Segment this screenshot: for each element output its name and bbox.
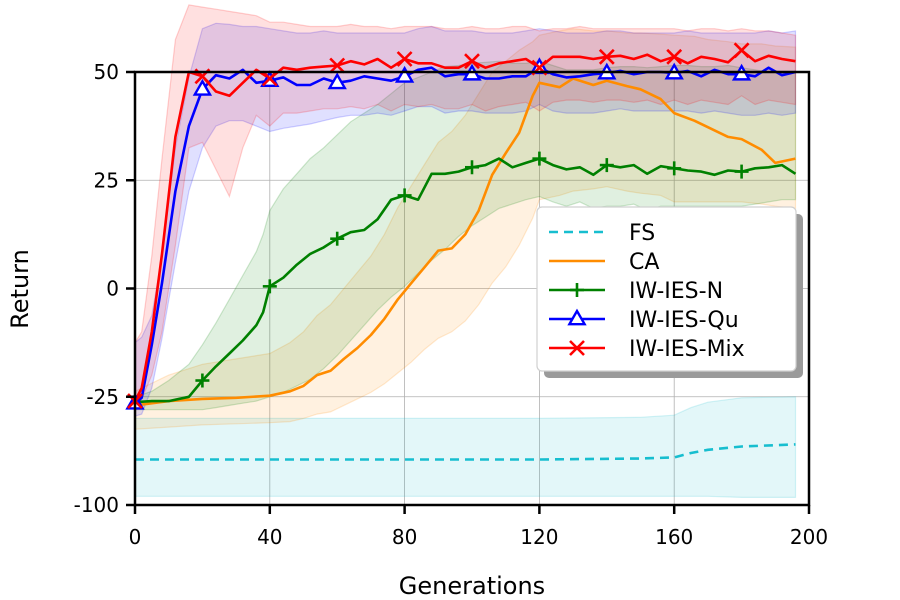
legend-entry-iw-ies-n: IW-IES-N <box>549 279 723 304</box>
legend-label: CA <box>629 250 659 275</box>
marker-iw-ies-n <box>330 231 345 246</box>
band-iw-ies-n <box>134 60 797 411</box>
x-tick-label: 200 <box>790 525 828 549</box>
marker-stroke <box>598 48 615 65</box>
y-tick-label: 50 <box>94 60 119 84</box>
marker-iw-ies-n <box>532 151 547 166</box>
legend: FS CA IW-IES-N IW-IES-Qu IW-IES-Mix <box>536 206 803 378</box>
marker-iw-ies-n <box>734 164 749 179</box>
legend-label: IW-IES-N <box>629 279 723 304</box>
legend-entry-iw-ies-mix: IW-IES-Mix <box>549 337 745 362</box>
x-axis-ticks: 0 40 80 120 160 200 <box>129 505 828 549</box>
y-tick-label: -25 <box>86 385 119 409</box>
legend-entry-fs: FS <box>549 221 655 246</box>
marker-iw-ies-n <box>397 188 412 203</box>
marker-stroke <box>733 42 750 59</box>
confidence-bands <box>134 4 797 498</box>
band-iw-ies-mix <box>134 4 797 410</box>
marker-stroke <box>396 51 413 67</box>
line-iw-ies-n <box>134 157 797 404</box>
y-tick-label: -100 <box>74 493 119 517</box>
legend-marker <box>567 308 587 326</box>
marker-iw-ies-mix <box>396 51 413 67</box>
marker-iw-ies-n <box>262 279 277 294</box>
legend-marker <box>569 340 585 356</box>
legend-entry-iw-ies-qu: IW-IES-Qu <box>549 308 739 333</box>
marker-iw-ies-qu <box>394 65 415 83</box>
marker-iw-ies-mix <box>329 57 346 74</box>
y-tick-label: 0 <box>106 277 119 301</box>
x-tick-label: 120 <box>520 525 558 549</box>
marker-iw-ies-n <box>667 161 682 176</box>
legend-label: IW-IES-Mix <box>629 337 745 362</box>
x-tick-label: 160 <box>655 525 693 549</box>
marker-iw-ies-mix <box>598 48 615 65</box>
marker-stroke <box>329 57 346 74</box>
marker-iw-ies-qu <box>192 78 213 96</box>
marker-iw-ies-mix <box>261 70 278 87</box>
marker-iw-ies-qu <box>327 72 347 90</box>
line-fs <box>135 443 796 461</box>
y-axis-label: Return <box>6 249 34 329</box>
marker-iw-ies-n <box>465 160 479 175</box>
line-ca <box>134 77 796 407</box>
legend-label: FS <box>629 221 655 246</box>
legend-label: IW-IES-Qu <box>629 308 739 333</box>
legend-marker <box>570 283 584 297</box>
legend-box <box>536 206 797 372</box>
marker-iw-ies-mix <box>666 48 683 65</box>
band-ca <box>134 28 797 430</box>
marker-stroke <box>666 48 683 65</box>
legend-entry-ca: CA <box>549 250 659 275</box>
marker-stroke <box>261 70 278 87</box>
x-tick-label: 40 <box>257 525 282 549</box>
line-iw-ies-mix <box>133 48 796 402</box>
x-tick-label: 80 <box>392 525 417 549</box>
marker-stroke <box>569 340 585 356</box>
marker-iw-ies-mix <box>733 42 750 59</box>
band-iw-ies-qu <box>134 22 797 418</box>
x-axis-label: Generations <box>399 572 545 600</box>
marker-iw-ies-n <box>599 158 614 173</box>
band-fs <box>134 396 797 498</box>
y-tick-label: 25 <box>94 168 119 192</box>
marker-iw-ies-mix <box>464 53 480 70</box>
x-tick-label: 0 <box>129 525 142 549</box>
y-axis-ticks: -100 -25 0 25 50 <box>74 60 135 517</box>
marker-stroke <box>464 53 480 70</box>
marker-iw-ies-n <box>195 373 210 388</box>
